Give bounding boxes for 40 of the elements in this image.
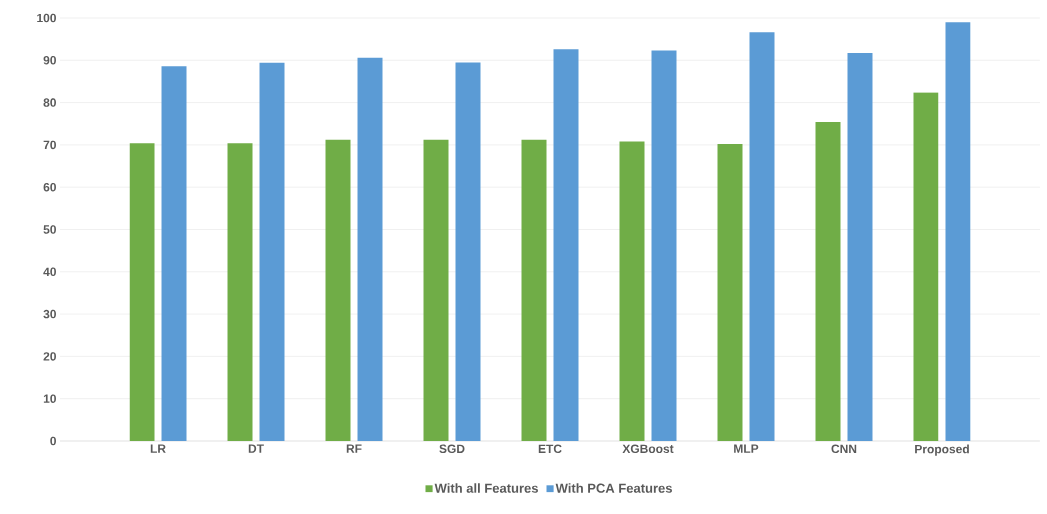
y-tick-label: 100 xyxy=(37,13,56,23)
bar xyxy=(945,22,971,441)
bar xyxy=(749,32,775,441)
bar xyxy=(455,62,481,441)
y-tick-label: 20 xyxy=(43,352,56,361)
x-tick-label: SGD xyxy=(439,444,465,454)
y-tick-label: 80 xyxy=(43,98,56,107)
bar xyxy=(357,57,383,441)
bar xyxy=(129,143,155,441)
legend-label: With PCA Features xyxy=(555,483,672,493)
bar xyxy=(651,50,677,441)
x-tick-label: XGBoost xyxy=(622,444,674,454)
bar xyxy=(259,62,285,441)
bar xyxy=(325,139,351,441)
y-tick-label: 60 xyxy=(43,182,56,192)
x-tick-label: RF xyxy=(346,444,362,453)
y-tick-label: 50 xyxy=(43,225,56,234)
legend-label: With all Features xyxy=(434,483,538,493)
x-tick-label: ETC xyxy=(538,444,562,454)
bar xyxy=(423,139,449,441)
x-tick-label: DT xyxy=(248,444,264,453)
y-tick-label: 0 xyxy=(50,436,56,446)
x-tick-label: Proposed xyxy=(915,444,969,456)
bar xyxy=(227,143,253,441)
bar xyxy=(619,141,645,441)
bar xyxy=(847,53,873,441)
bar xyxy=(815,122,841,441)
y-tick-label: 90 xyxy=(43,56,56,65)
bar xyxy=(913,92,939,441)
bar xyxy=(553,49,579,441)
y-tick-label: 40 xyxy=(43,267,56,277)
x-tick-label: MLP xyxy=(734,444,759,453)
y-tick-label: 70 xyxy=(43,140,56,150)
bar xyxy=(521,139,547,441)
y-tick-label: 30 xyxy=(43,309,56,319)
y-tick-label: 10 xyxy=(43,394,56,403)
bar xyxy=(161,66,187,441)
x-tick-label: CNN xyxy=(831,444,857,454)
bar xyxy=(717,144,743,441)
x-tick-label: LR xyxy=(150,444,166,453)
